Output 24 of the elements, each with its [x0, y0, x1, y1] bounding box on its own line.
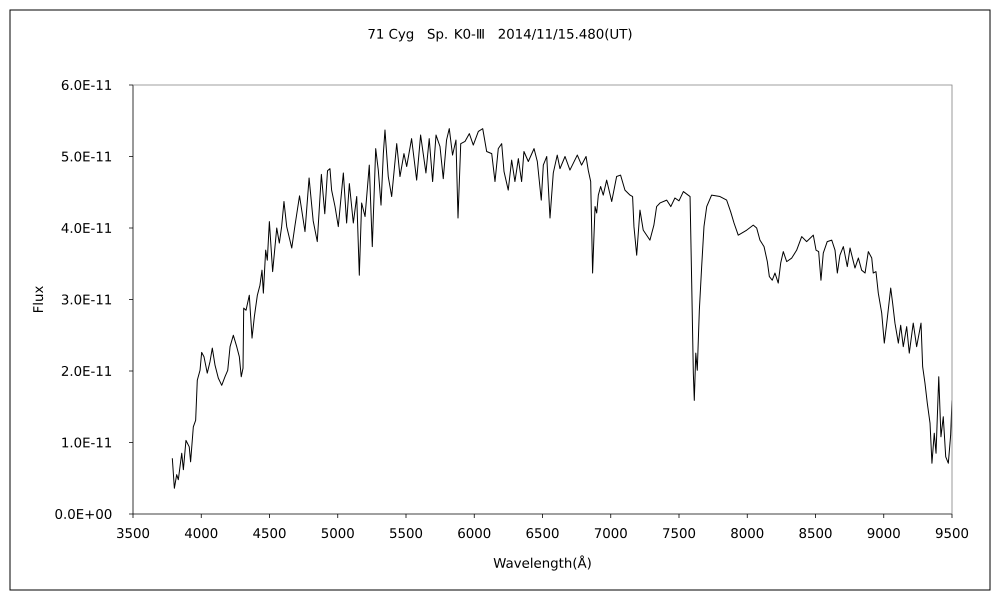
line-series: [172, 128, 952, 489]
x-tick-label: 6500: [526, 528, 559, 538]
x-axis-title: Wavelength(Å): [494, 555, 591, 571]
y-axis-title: Flux: [32, 286, 44, 312]
x-tick-label: 4500: [253, 528, 286, 538]
chart-title: 71 Cyg Sp. K0-Ⅲ 2014/11/15.480(UT): [368, 28, 632, 42]
x-tick-label: 6000: [458, 528, 490, 538]
x-tick-label: 5500: [390, 528, 422, 538]
x-tick-label: 8000: [731, 528, 764, 538]
x-tick-label: 7000: [594, 528, 627, 538]
y-tick-label: 3.0E-11: [62, 294, 112, 305]
y-tick-label: 6.0E-11: [62, 80, 112, 90]
y-tick-label: 2.0E-11: [62, 366, 112, 376]
y-tick-label: 4.0E-11: [62, 222, 112, 234]
x-tick-label: 9000: [868, 528, 900, 538]
y-tick-label: 1.0E-11: [62, 437, 112, 448]
y-tick-label: 0.0E+00: [55, 508, 112, 520]
x-tick-label: 4000: [184, 528, 218, 538]
x-tick-label: 9500: [936, 528, 968, 538]
x-tick-label: 5000: [322, 528, 354, 538]
y-tick-label: 5.0E-11: [62, 151, 112, 162]
x-tick-label: 8500: [799, 528, 832, 538]
x-tick-label: 3500: [117, 528, 150, 538]
x-tick-label: 7500: [663, 528, 696, 538]
